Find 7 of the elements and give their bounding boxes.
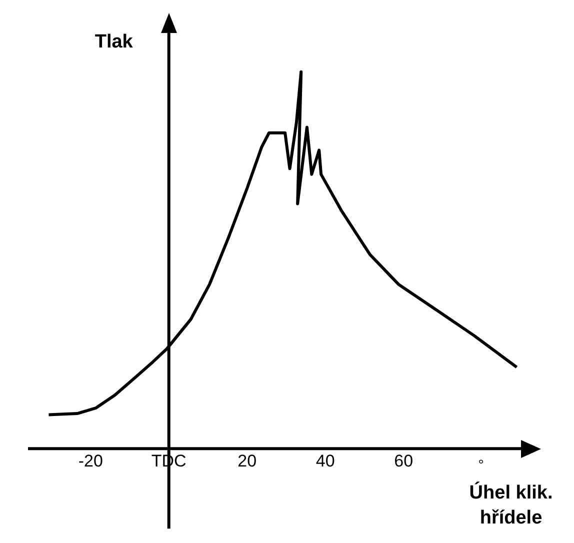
text: ° — [478, 456, 484, 472]
x-tick-label: 20 — [238, 451, 257, 470]
x-tick-label: -20 — [78, 451, 103, 470]
x-tick-label: 60 — [394, 451, 414, 470]
x-axis-title: Úhel klik. hřídele — [469, 481, 553, 528]
y-axis-title: Tlak — [94, 32, 134, 53]
x-tick-label: 40 — [316, 451, 335, 470]
